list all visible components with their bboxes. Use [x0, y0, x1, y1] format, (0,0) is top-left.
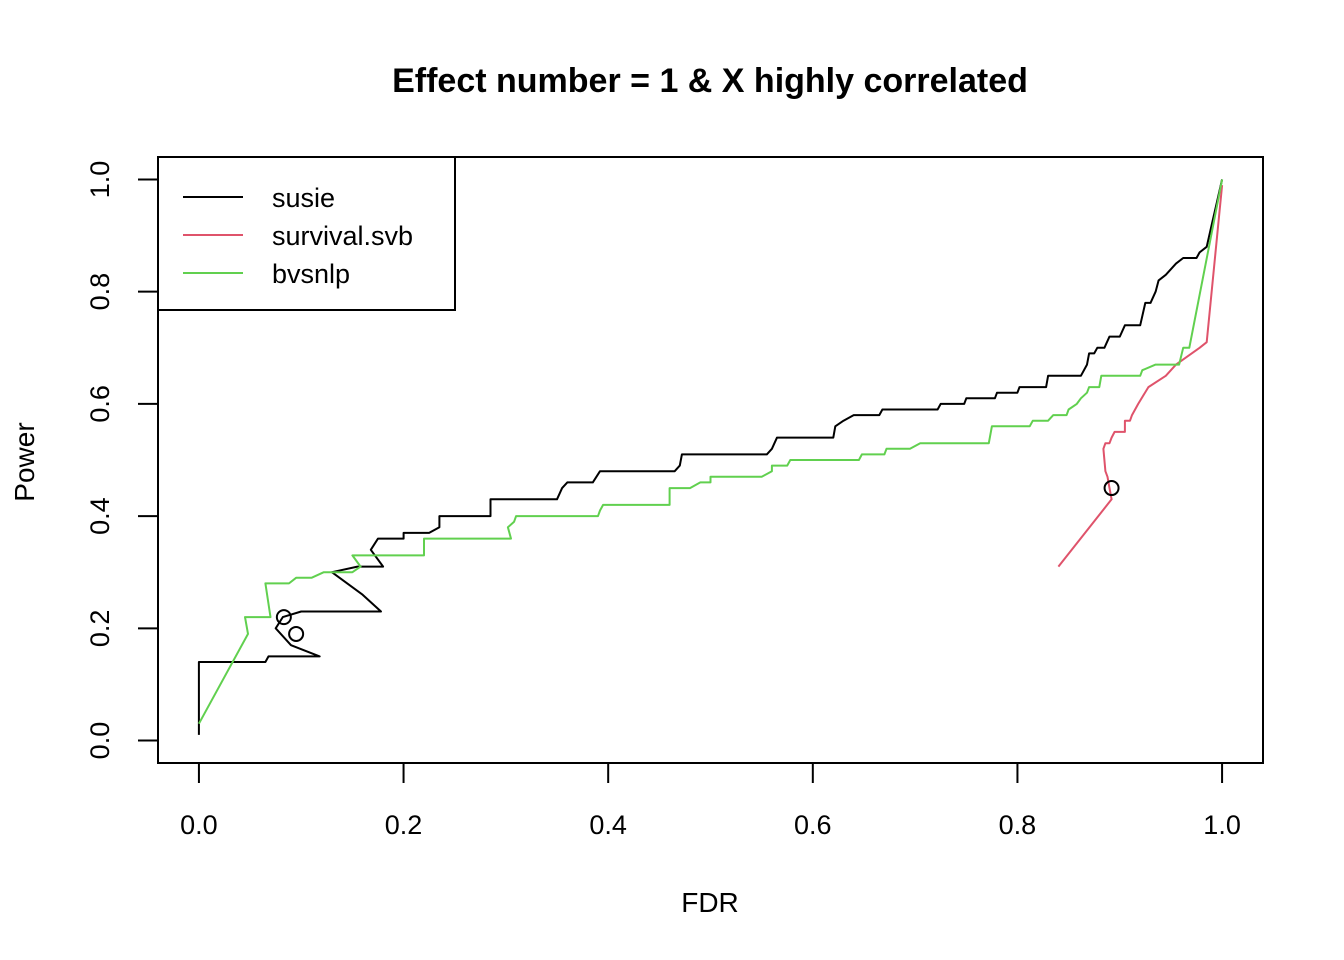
chart-title: Effect number = 1 & X highly correlated	[392, 62, 1028, 100]
legend-label: survival.svb	[272, 221, 413, 251]
y-tick-label: 0.2	[85, 610, 115, 648]
series-line-susie	[197, 179, 1224, 735]
x-tick-label: 0.2	[385, 810, 423, 840]
series-line-bvsnlp	[198, 179, 1224, 725]
x-tick-label: 1.0	[1203, 810, 1241, 840]
y-axis: 0.0 0.2 0.4 0.6 0.8 1.0	[85, 161, 159, 760]
x-tick-label: 0.8	[999, 810, 1037, 840]
series-line-survival-svb	[1057, 185, 1224, 568]
point-marker	[275, 609, 292, 626]
x-tick-label: 0.4	[589, 810, 627, 840]
x-tick-label: 0.6	[794, 810, 832, 840]
legend-box	[157, 156, 456, 311]
x-tick-label: 0.0	[180, 810, 218, 840]
y-tick-label: 0.6	[85, 385, 115, 423]
legend: susie survival.svb bvsnlp	[157, 156, 456, 311]
legend-label: susie	[272, 183, 335, 213]
y-tick-label: 0.8	[85, 273, 115, 311]
y-tick-label: 0.4	[85, 497, 115, 535]
series-layer	[197, 179, 1224, 735]
legend-label: bvsnlp	[272, 259, 350, 289]
point-marker	[1103, 480, 1120, 497]
x-axis-label: FDR	[681, 887, 739, 918]
x-axis: 0.0 0.2 0.4 0.6 0.8 1.0	[180, 762, 1241, 840]
y-axis-label: Power	[9, 422, 40, 501]
marker-layer	[275, 480, 1120, 642]
point-marker	[288, 625, 305, 642]
y-tick-label: 0.0	[85, 722, 115, 760]
y-tick-label: 1.0	[85, 161, 115, 199]
legend-items: susie survival.svb bvsnlp	[183, 183, 413, 289]
